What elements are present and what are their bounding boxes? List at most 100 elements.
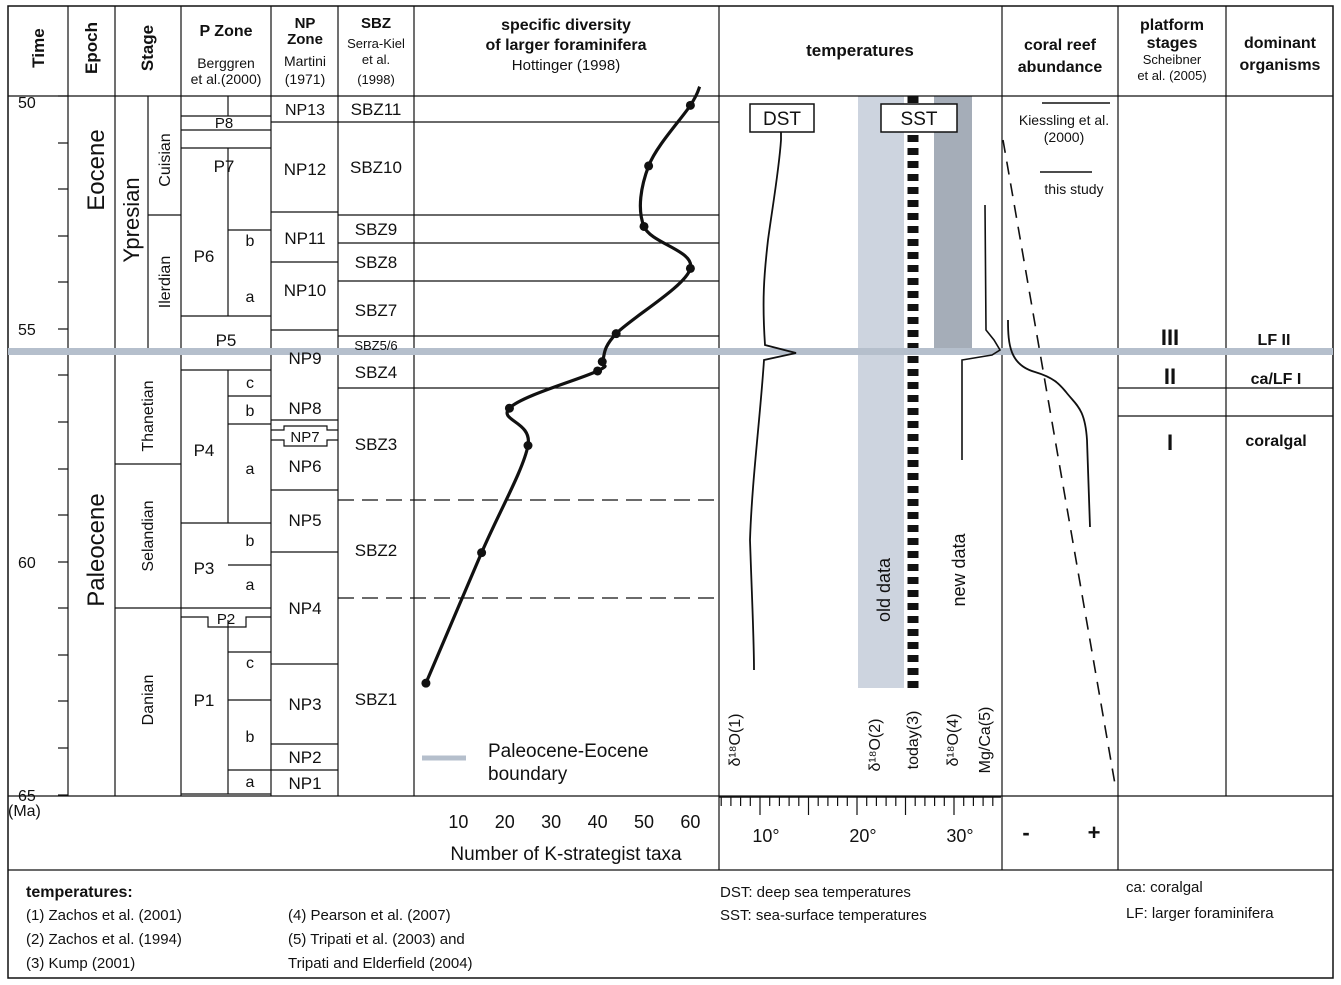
horizontal-lines [8,96,1333,870]
sbz-5-6: SBZ5/6 [354,338,397,353]
legend-boundary-label2: boundary [488,764,568,785]
footer-ref1: (1) Zachos et al. (2001) [26,907,182,924]
diversity-xtick: 10 [448,812,468,832]
diversity-point [421,679,430,688]
dst-label: DST [763,109,801,130]
organism-calf1: ca/LF I [1251,371,1302,388]
pzone-p4b: b [246,403,255,420]
footer-ref5: (5) Tripati et al. (2003) and [288,931,465,948]
pzone-p3a: a [246,577,255,594]
diversity-xtick: 40 [588,812,608,832]
outer-frame [8,6,1333,978]
pzone-p7: P7 [214,157,235,176]
pzone-p6: P6 [194,247,215,266]
pzone-p3b: b [246,533,255,550]
stage-thanetian: Thanetian [140,380,157,451]
organism-coralgal: coralgal [1245,433,1306,450]
stage-ilerdian: Ilerdian [157,256,174,308]
header-pzone: P Zone [199,23,252,40]
diversity-point [598,357,607,366]
this-study-label: this study [1044,181,1103,197]
diversity-curve [426,87,700,683]
diversity-point [686,101,695,110]
epoch-eocene: Eocene [83,129,110,210]
header-pzone-ref2: et al.(2000) [191,71,262,87]
npzone-np7: NP7 [290,429,319,446]
footer-ref4: (4) Pearson et al. (2007) [288,907,451,924]
kiessling-curve [1003,140,1116,790]
header-sbz: SBZ [361,15,391,32]
footer-ca: ca: coralgal [1126,879,1203,896]
diversity-chart: 10 20 30 40 50 60 [421,87,700,832]
pzone-p1c: c [246,655,254,672]
sbz-9: SBZ9 [355,220,398,239]
pzone-p4: P4 [194,441,215,460]
diversity-point [477,548,486,557]
npzone-np12: NP12 [284,160,327,179]
diversity-point [593,366,602,375]
kiessling-label: Kiessling et al. [1019,112,1109,128]
stage-selandian: Selandian [140,500,157,571]
pzone-p1: P1 [194,691,215,710]
footer-ref2: (2) Zachos et al. (1994) [26,931,182,948]
epoch-paleocene: Paleocene [83,493,110,606]
npzone-np4: NP4 [288,599,321,618]
header-temperatures: temperatures [806,41,914,60]
platform-stage-3: III [1161,325,1179,350]
temp-label-5: Mg/Ca(5) [977,707,994,774]
sst-label: SST [901,109,938,130]
npzone-np10: NP10 [284,281,327,300]
temperature-tick-label: 10° [752,826,779,846]
pzone-p4a: a [246,461,255,478]
npzone-np3: NP3 [288,695,321,714]
temperature-axis: 10° 20° 30° [719,797,1001,846]
header-sbz-ref1: Serra-Kiel [347,36,405,51]
time-label-50: 50 [18,95,36,112]
pzone-p1b: b [246,729,255,746]
organism-lf2: LF II [1258,332,1291,349]
header-np-zone: Zone [287,31,323,48]
time-label-55: 55 [18,322,36,339]
pe-boundary-band [8,348,1333,355]
sbz-1: SBZ1 [355,690,398,709]
coral-plus: + [1088,820,1101,845]
header-stage: Stage [138,25,157,71]
footer-dst: DST: deep sea temperatures [720,884,911,901]
diversity-point [524,441,533,450]
header-platform1: platform [1140,17,1204,34]
time-axis-labels: 50556065 [18,95,36,805]
header-coral1: coral reef [1024,37,1097,54]
platform-stage-2: II [1164,364,1176,389]
pzone-p8: P8 [215,115,233,132]
pzone-p5: P5 [216,331,237,350]
footer-lf: LF: larger foraminifera [1126,905,1274,922]
diversity-point [644,161,653,170]
diversity-xtick: 20 [495,812,515,832]
npzone-np11: NP11 [284,229,325,248]
pzone-p6a: a [246,289,255,306]
npzone-np9: NP9 [288,349,321,368]
footer-title: temperatures: [26,884,133,901]
new-data-band [934,96,972,349]
header-np: NP [295,15,316,32]
header-coral2: abundance [1018,59,1103,76]
npzone-np1: NP1 [288,774,321,793]
sbz-11: SBZ11 [351,100,402,119]
legend-boundary-label1: Paleocene-Eocene [488,741,649,762]
npzone-np8: NP8 [288,399,321,418]
header-np-ref2: (1971) [285,71,325,87]
footer-ref3: (3) Kump (2001) [26,955,135,972]
kiessling-year: (2000) [1044,129,1084,145]
pzone-p3: P3 [194,559,215,578]
pzone-p6b: b [246,233,255,250]
dst-curve [750,130,796,670]
diversity-xtick: 30 [541,812,561,832]
npzone-np2: NP2 [288,748,321,767]
header-pzone-ref1: Berggren [197,55,255,71]
header-sbz-ref3: (1998) [357,72,395,87]
header-platform-ref1: Scheibner [1143,52,1202,67]
npzone-np13: NP13 [285,102,325,119]
npzone-np5: NP5 [288,511,321,530]
pzone-p4c: c [246,375,254,392]
